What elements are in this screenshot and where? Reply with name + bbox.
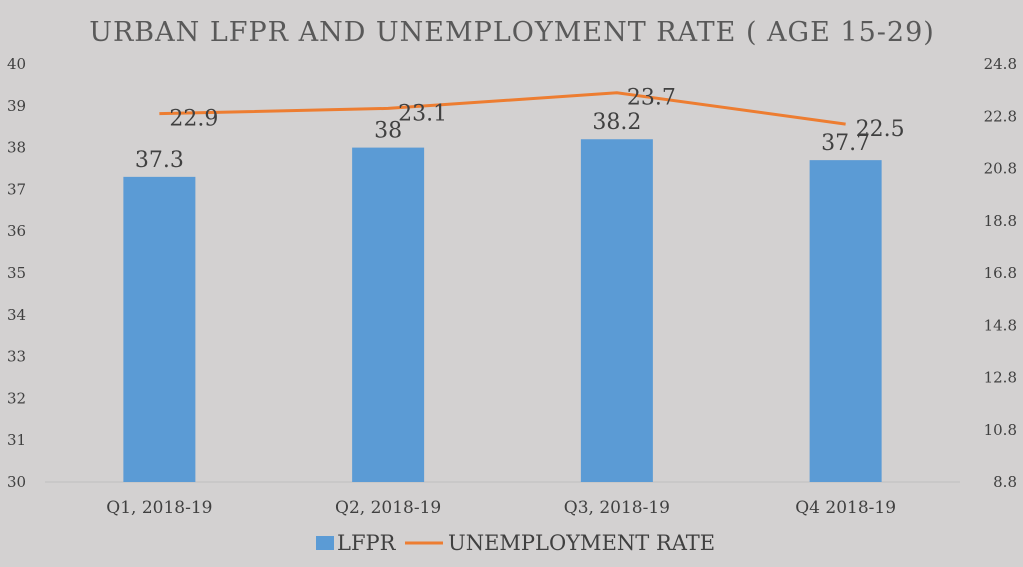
bar-lfpr	[123, 176, 196, 483]
line-value-label: 23.7	[627, 86, 676, 111]
category-label: Q3, 2018-19	[564, 498, 670, 518]
line-value-label: 23.1	[398, 101, 447, 126]
line-unemployment-rate	[159, 91, 846, 126]
left-axis-tick-label: 36	[7, 222, 26, 240]
right-axis-tick-label: 8.8	[993, 473, 1017, 491]
right-axis-tick-label: 22.8	[984, 107, 1017, 125]
legend-label-unemployment: UNEMPLOYMENT RATE	[448, 531, 715, 555]
left-axis-tick-label: 30	[7, 473, 26, 491]
right-axis-tick-label: 14.8	[984, 316, 1017, 334]
left-axis-tick-label: 37	[7, 180, 26, 198]
left-axis-tick-label: 34	[7, 306, 26, 324]
right-axis-tick-label: 24.8	[984, 55, 1017, 73]
bar-value-label: 38.2	[592, 110, 641, 135]
bar-lfpr	[580, 139, 653, 483]
legend-label-lfpr: LFPR	[337, 531, 397, 555]
left-axis-tick-label: 40	[7, 55, 26, 73]
right-axis-tick-label: 20.8	[984, 160, 1017, 178]
right-axis-tick-label: 12.8	[984, 369, 1017, 387]
left-axis-tick-label: 32	[7, 389, 26, 407]
bar-value-label: 38	[374, 119, 402, 144]
category-label: Q2, 2018-19	[335, 498, 441, 518]
left-axis-tick-label: 33	[7, 348, 26, 366]
chart-title: URBAN LFPR AND UNEMPLOYMENT RATE ( AGE 1…	[89, 17, 935, 48]
category-label: Q1, 2018-19	[106, 498, 212, 518]
line-value-label: 22.5	[856, 117, 905, 142]
left-axis-tick-label: 31	[7, 431, 26, 449]
right-axis-tick-label: 18.8	[984, 212, 1017, 230]
left-axis-tick-label: 35	[7, 264, 26, 282]
line-value-label: 22.9	[169, 107, 218, 132]
bar-value-label: 37.3	[135, 148, 184, 173]
bar-lfpr	[352, 147, 425, 482]
category-label: Q4 2018-19	[795, 498, 896, 518]
right-axis-tick-label: 16.8	[984, 264, 1017, 282]
left-axis-tick-label: 38	[7, 139, 26, 157]
bar-value-label: 37.7	[821, 131, 870, 156]
left-axis-tick-label: 39	[7, 97, 26, 115]
legend: LFPR UNEMPLOYMENT RATE	[316, 531, 715, 555]
bar-lfpr	[809, 160, 882, 482]
right-axis-tick-label: 10.8	[984, 421, 1017, 439]
legend-swatch-lfpr	[316, 536, 334, 550]
